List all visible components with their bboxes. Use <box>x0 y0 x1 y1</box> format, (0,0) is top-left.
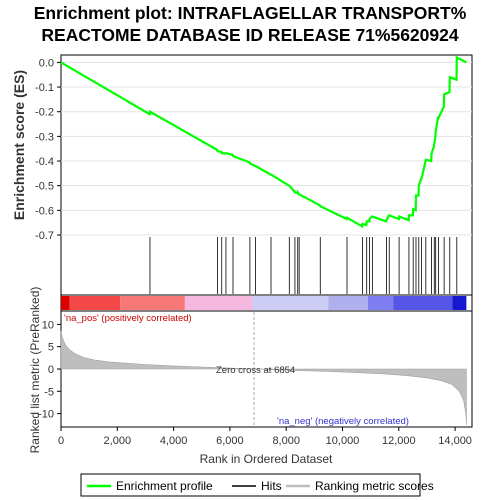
heatbar-segment <box>69 296 121 310</box>
chart-title-line-1: Enrichment plot: INTRAFLAGELLAR TRANSPOR… <box>33 3 467 23</box>
x-tick-label: 2,000 <box>104 435 132 447</box>
heatbar-segment <box>328 296 368 310</box>
es-tick-label: -0.1 <box>35 82 54 94</box>
neg-label: 'na_neg' (negatively correlated) <box>277 416 409 427</box>
es-tick-label: -0.6 <box>35 205 54 217</box>
legend-box <box>80 473 421 497</box>
hits-panel-frame <box>60 234 473 296</box>
x-tick-label: 6,000 <box>216 435 244 447</box>
x-tick-label: 4,000 <box>160 435 188 447</box>
heatbar-segment <box>252 296 329 310</box>
legend-ranking-label: Ranking metric scores <box>315 479 434 493</box>
x-tick-label: 12,000 <box>382 435 416 447</box>
es-tick-label: -0.7 <box>35 230 54 242</box>
ranked-tick-label: -10 <box>38 409 54 421</box>
ranking-metric-area <box>60 331 467 425</box>
ranked-tick-label: 10 <box>42 319 54 331</box>
legend-enrichment-label: Enrichment profile <box>116 479 213 493</box>
ranked-tick-label: -5 <box>44 386 54 398</box>
heatbar-segment <box>120 296 185 310</box>
es-tick-label: 0.0 <box>39 57 54 69</box>
es-panel-frame <box>60 54 473 236</box>
es-tick-label: -0.2 <box>35 107 54 119</box>
x-tick-label: 10,000 <box>326 435 360 447</box>
es-tick-label: -0.5 <box>35 181 54 193</box>
x-axis-label: Rank in Ordered Dataset <box>200 452 333 466</box>
legend-hits-label: Hits <box>261 479 282 493</box>
ranked-tick-label: 0 <box>48 364 54 376</box>
chart-title-line-2: REACTOME DATABASE ID RELEASE 71%5620924 <box>41 25 459 45</box>
es-tick-label: -0.4 <box>35 156 54 168</box>
heatbar-segment <box>184 296 253 310</box>
ranked-tick-label: 5 <box>48 342 54 354</box>
heatbar-segment <box>393 296 453 310</box>
ranked-axis-label: Ranked list metric (PreRanked) <box>28 287 42 454</box>
x-tick-label: 0 <box>58 435 64 447</box>
heatbar-segment <box>61 296 70 310</box>
enrichment-profile-line <box>60 55 467 229</box>
es-axis-label: Enrichment score (ES) <box>11 70 27 220</box>
es-tick-label: -0.3 <box>35 131 54 143</box>
heatbar-segment <box>452 296 467 310</box>
heatbar-segment <box>367 296 394 310</box>
pos-label: 'na_pos' (positively correlated) <box>64 313 192 324</box>
x-tick-label: 14,000 <box>438 435 472 447</box>
x-tick-label: 8,000 <box>272 435 300 447</box>
zero-cross-label: Zero cross at 6854 <box>216 365 295 376</box>
